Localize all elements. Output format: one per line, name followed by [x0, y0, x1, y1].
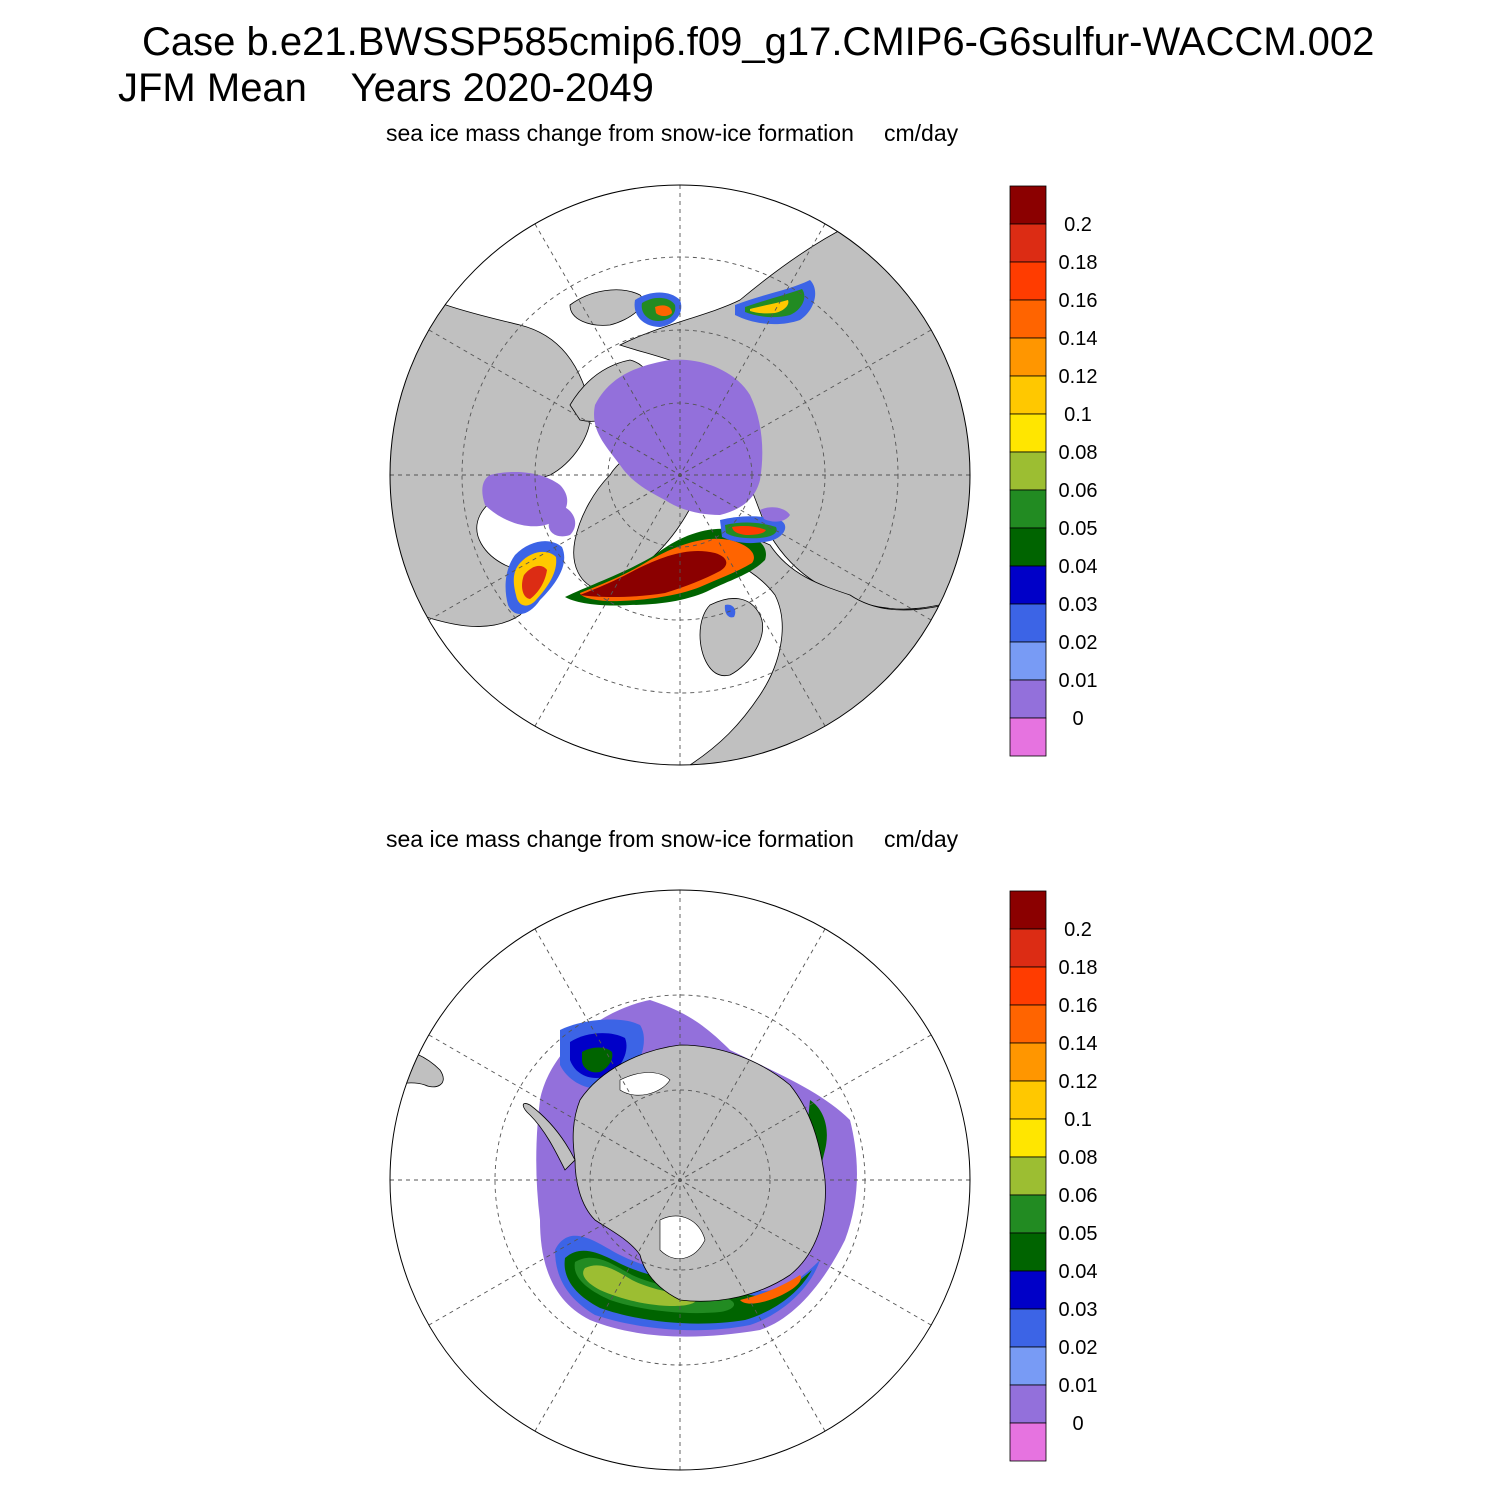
- south-colorbar-swatch: [1009, 1270, 1047, 1310]
- south-colorbar-label: 0.16: [1059, 995, 1098, 1017]
- south-colorbar-swatch: [1009, 1042, 1047, 1082]
- north-colorbar-swatch: [1009, 565, 1047, 605]
- north-colorbar-swatch: [1009, 375, 1047, 415]
- south-colorbar-swatch: [1009, 1422, 1047, 1462]
- north-colorbar-label: 0.02: [1059, 632, 1098, 654]
- north-colorbar-label: 0: [1072, 708, 1083, 730]
- north-colorbar-label: 0.03: [1059, 594, 1098, 616]
- north-colorbar-swatch: [1009, 527, 1047, 567]
- north-colorbar-swatch: [1009, 641, 1047, 681]
- south-colorbar-swatch: [1009, 1384, 1047, 1424]
- north-colorbar-label: 0.05: [1059, 518, 1098, 540]
- south-colorbar-label: 0.06: [1059, 1185, 1098, 1207]
- south-graticule: [390, 890, 970, 1470]
- south-colorbar-label: 0.1: [1064, 1109, 1092, 1131]
- north-colorbar-label: 0.04: [1059, 556, 1098, 578]
- south-colorbar-swatch: [1009, 966, 1047, 1006]
- figure-title-period: JFM Mean Years 2020-2049: [118, 66, 654, 110]
- north-map-border: [389, 184, 971, 766]
- figure-title-case: Case b.e21.BWSSP585cmip6.f09_g17.CMIP6-G…: [142, 20, 1375, 64]
- north-colorbar: 0.2 0.18 0.16 0.14 0.12 0.1 0.08 0.06 0.05 0.04 0.…: [1009, 185, 1098, 757]
- south-colorbar-swatch: [1009, 1194, 1047, 1234]
- north-colorbar-label: 0.1: [1064, 404, 1092, 426]
- south-colorbar-swatch: [1009, 1118, 1047, 1158]
- north-colorbar-swatch: [1009, 337, 1047, 377]
- north-colorbar-label: 0.08: [1059, 442, 1098, 464]
- south-colorbar-label: 0.05: [1059, 1223, 1098, 1245]
- north-colorbar-swatch: [1009, 603, 1047, 643]
- north-polar-map: [389, 184, 971, 766]
- south-colorbar-label: 0.02: [1059, 1337, 1098, 1359]
- south-colorbar-label: 0.01: [1059, 1375, 1098, 1397]
- south-panel-units: cm/day: [884, 826, 959, 852]
- north-colorbar-swatch: [1009, 717, 1047, 757]
- south-colorbar-swatch: [1009, 890, 1047, 930]
- north-colorbar-swatch: [1009, 299, 1047, 339]
- north-colorbar-swatch: [1009, 413, 1047, 453]
- south-colorbar: 0.2 0.18 0.16 0.14 0.12 0.1 0.08 0.06 0.05 0.04 0.…: [1009, 890, 1098, 1462]
- south-ice-shelves: [619, 1072, 706, 1259]
- south-polar-map: [389, 889, 971, 1471]
- south-colorbar-label: 0.14: [1059, 1033, 1098, 1055]
- south-colorbar-label: 0: [1072, 1413, 1083, 1435]
- south-colorbar-label: 0.08: [1059, 1147, 1098, 1169]
- north-colorbar-label: 0.01: [1059, 670, 1098, 692]
- north-panel-units: cm/day: [884, 120, 959, 146]
- north-colorbar-swatch: [1009, 489, 1047, 529]
- north-colorbar-swatch: [1009, 451, 1047, 491]
- north-colorbar-swatch: [1009, 223, 1047, 263]
- south-colorbar-swatch: [1009, 1308, 1047, 1348]
- north-colorbar-label: 0.2: [1064, 214, 1092, 236]
- south-colorbar-label: 0.2: [1064, 919, 1092, 941]
- north-colorbar-label: 0.18: [1059, 252, 1098, 274]
- south-colorbar-label: 0.04: [1059, 1261, 1098, 1283]
- south-colorbar-label: 0.18: [1059, 957, 1098, 979]
- south-colorbar-label: 0.03: [1059, 1299, 1098, 1321]
- south-colorbar-swatch: [1009, 1232, 1047, 1272]
- north-colorbar-label: 0.06: [1059, 480, 1098, 502]
- north-colorbar-swatch: [1009, 679, 1047, 719]
- south-colorbar-swatch: [1009, 1004, 1047, 1044]
- north-colorbar-label: 0.16: [1059, 290, 1098, 312]
- north-panel-title: sea ice mass change from snow-ice format…: [386, 120, 854, 146]
- south-map-border: [389, 889, 971, 1471]
- north-colorbar-label: 0.14: [1059, 328, 1098, 350]
- north-sea-ice: [482, 280, 816, 618]
- south-colorbar-swatch: [1009, 1346, 1047, 1386]
- north-colorbar-label: 0.12: [1059, 366, 1098, 388]
- north-colorbar-swatch: [1009, 261, 1047, 301]
- north-graticule: [390, 185, 970, 765]
- south-colorbar-swatch: [1009, 1080, 1047, 1120]
- south-panel-title: sea ice mass change from snow-ice format…: [386, 826, 854, 852]
- north-colorbar-swatch: [1009, 185, 1047, 225]
- south-colorbar-label: 0.12: [1059, 1071, 1098, 1093]
- south-colorbar-swatch: [1009, 928, 1047, 968]
- south-colorbar-swatch: [1009, 1156, 1047, 1196]
